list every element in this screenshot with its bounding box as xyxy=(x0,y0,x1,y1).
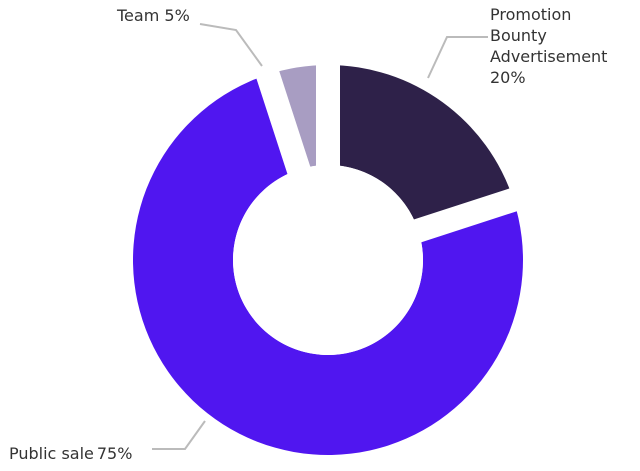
label-promotion-line1: Promotion xyxy=(490,5,572,24)
label-promotion-line3: Advertisement xyxy=(490,47,608,66)
leader-line-team xyxy=(199,23,263,67)
donut-hole xyxy=(233,165,423,355)
label-public-sale-pct: 75% xyxy=(96,444,133,463)
slice-public-sale xyxy=(132,74,523,456)
leader-line-public-sale xyxy=(152,420,206,450)
leader-line-promotion xyxy=(427,36,488,79)
label-promotion: Promotion Bounty Advertisement 20% xyxy=(490,4,607,88)
slice-promotion xyxy=(328,65,514,231)
label-promotion-pct: 20% xyxy=(490,68,526,87)
label-promotion-line2: Bounty xyxy=(490,26,547,45)
label-team: Team 5% xyxy=(117,5,190,26)
label-team-pct: 5% xyxy=(164,6,190,25)
label-team-name: Team xyxy=(117,6,160,25)
label-public-sale-name: Public sale xyxy=(9,444,94,463)
label-public-sale: Public sale 75% xyxy=(9,443,132,464)
